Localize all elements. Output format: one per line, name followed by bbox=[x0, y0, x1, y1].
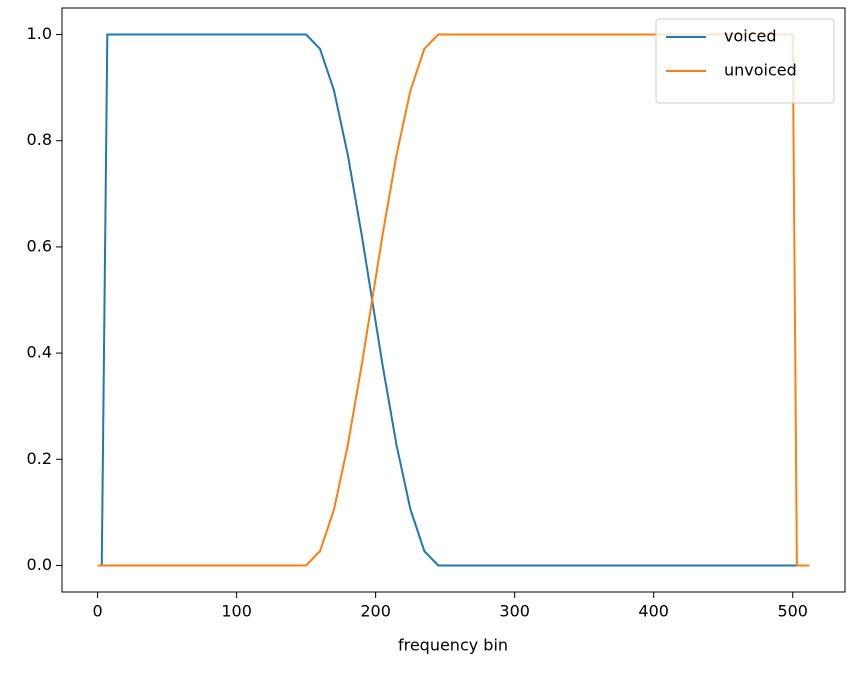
x-tick-label: 100 bbox=[221, 602, 252, 621]
legend-label: unvoiced bbox=[724, 61, 797, 80]
y-tick-label: 0.6 bbox=[27, 236, 52, 255]
y-tick-label: 0.0 bbox=[27, 555, 52, 574]
axes-frame bbox=[61, 7, 846, 593]
y-tick-label: 0.4 bbox=[27, 343, 52, 362]
x-tick-label: 200 bbox=[360, 602, 391, 621]
y-tick-label: 1.0 bbox=[27, 24, 52, 43]
x-tick-label: 0 bbox=[92, 602, 102, 621]
x-tick-label: 400 bbox=[638, 602, 669, 621]
x-tick-label: 500 bbox=[777, 602, 808, 621]
x-tick-label: 300 bbox=[499, 602, 530, 621]
x-axis-label: frequency bin bbox=[398, 636, 508, 655]
legend-label: voiced bbox=[724, 27, 777, 46]
line bbox=[97, 33, 810, 567]
line bbox=[97, 33, 810, 567]
legend-box bbox=[655, 18, 835, 104]
y-tick-label: 0.8 bbox=[27, 130, 52, 149]
y-tick-label: 0.2 bbox=[27, 449, 52, 468]
